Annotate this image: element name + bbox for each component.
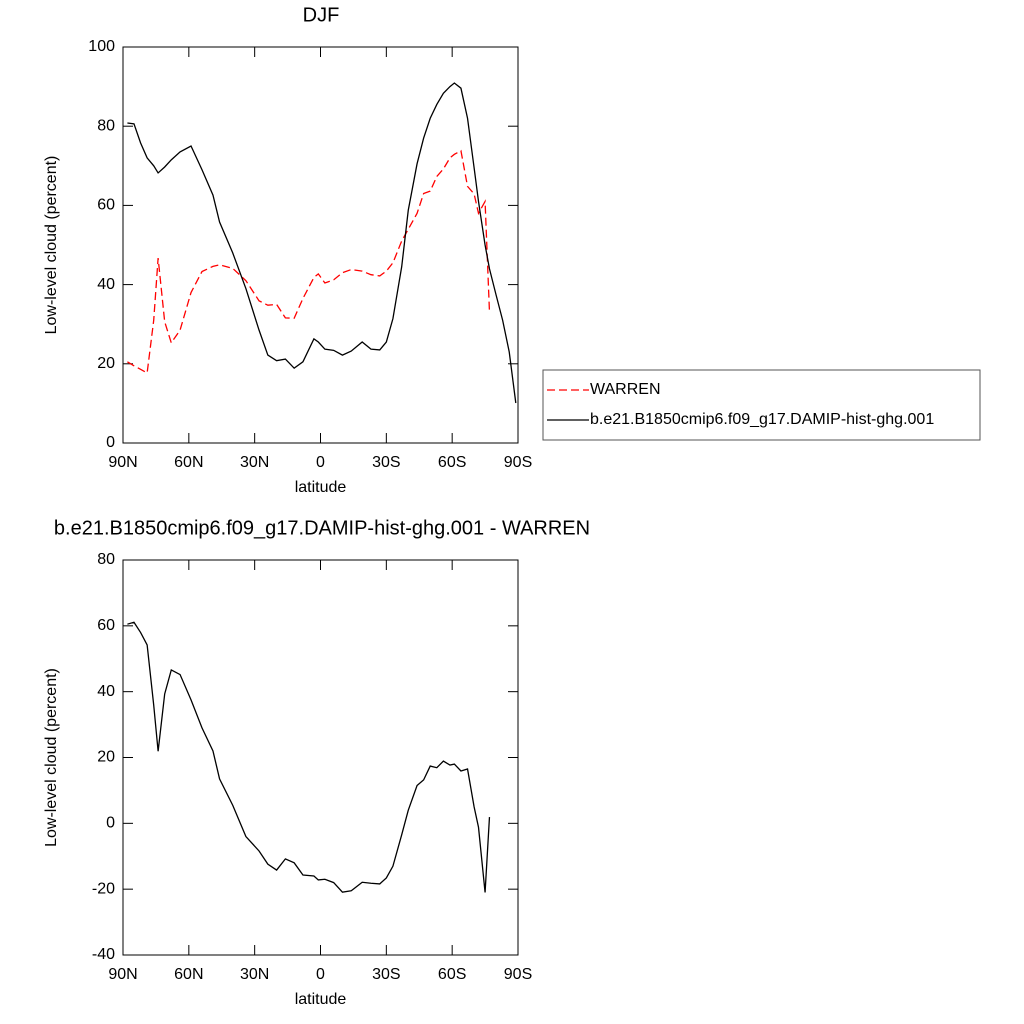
y-tick-label: -20 [92, 880, 115, 897]
y-tick-label: 80 [97, 551, 115, 568]
data-line [127, 82, 517, 404]
plot-frame [122, 559, 519, 956]
y-tick-label: 60 [97, 617, 115, 634]
y-axis-label: Low-level cloud (percent) [43, 668, 60, 847]
x-tick-label: 90N [108, 454, 137, 471]
y-tick-label: 0 [106, 434, 115, 451]
x-tick-label: 90S [504, 454, 532, 471]
x-tick-label: 90N [108, 966, 137, 983]
y-tick-label: 40 [97, 683, 115, 700]
x-tick-label: 30N [240, 966, 269, 983]
y-tick-label: 80 [97, 117, 115, 134]
legend-label: b.e21.B1850cmip6.f09_g17.DAMIP-hist-ghg.… [590, 411, 934, 428]
x-axis-label: latitude [295, 479, 347, 496]
legend-label: WARREN [590, 381, 661, 398]
y-tick-label: -40 [92, 946, 115, 963]
x-tick-label: 30S [372, 454, 400, 471]
x-tick-label: 60N [174, 966, 203, 983]
y-tick-label: 100 [88, 38, 115, 55]
x-tick-label: 30N [240, 454, 269, 471]
y-tick-label: 0 [106, 815, 115, 832]
chart-title: DJF [303, 4, 340, 26]
x-tick-label: 30S [372, 966, 400, 983]
y-tick-label: 40 [97, 276, 115, 293]
y-tick-label: 20 [97, 355, 115, 372]
x-axis-label: latitude [295, 991, 347, 1008]
data-line [127, 149, 491, 374]
x-tick-label: 0 [316, 454, 325, 471]
y-axis-label: Low-level cloud (percent) [43, 156, 60, 335]
y-tick-label: 20 [97, 749, 115, 766]
x-tick-label: 60S [438, 966, 466, 983]
x-tick-label: 90S [504, 966, 532, 983]
x-tick-label: 60N [174, 454, 203, 471]
x-tick-label: 60S [438, 454, 466, 471]
legend-box [542, 369, 981, 441]
data-line [127, 621, 491, 893]
x-tick-label: 0 [316, 966, 325, 983]
chart-title: b.e21.B1850cmip6.f09_g17.DAMIP-hist-ghg.… [54, 517, 590, 539]
plot-frame [122, 46, 519, 444]
y-tick-label: 60 [97, 197, 115, 214]
